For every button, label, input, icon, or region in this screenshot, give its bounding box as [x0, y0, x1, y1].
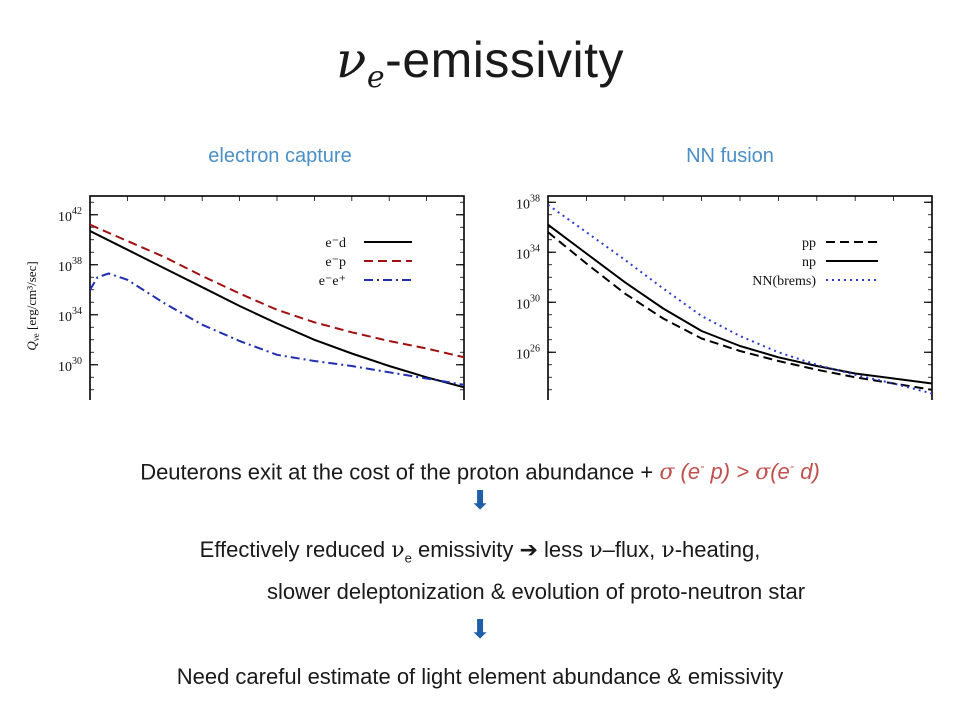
- y-tick-label: 1030: [58, 356, 82, 375]
- y-tick-label: 1026: [516, 343, 540, 362]
- series-line-0: [548, 231, 932, 391]
- plot-frame: [547, 195, 933, 400]
- electron-capture-plot: 1042 1038 1034 1030 Qνe [erg/cm³/sec] e⁻d e⁻p e…: [24, 195, 465, 400]
- y-tick-label: 1038: [516, 193, 540, 212]
- line2-d: –flux,: [602, 537, 662, 562]
- y-tick-label: 1042: [58, 206, 82, 225]
- legend-label-0: e⁻d: [325, 236, 346, 251]
- sigma-symbol-2: σ: [755, 460, 771, 486]
- electron-capture-label: electron capture: [208, 145, 352, 167]
- line2-nu3: ν: [661, 538, 675, 563]
- title-text: -emissivity: [385, 32, 624, 88]
- series-line-0: [90, 230, 464, 389]
- ep-superscript: -: [700, 459, 705, 474]
- nn-fusion-chart: 1038 1034 1030 1026 pp np NN(brems): [496, 190, 946, 400]
- right-arrow-icon: ➔: [519, 538, 538, 563]
- sigma-ep-expression: σ (e- p) >: [659, 459, 756, 486]
- legend-label-1: np: [802, 255, 816, 270]
- deleptonization-text-line: slower deleptonization & evolution of pr…: [266, 579, 806, 604]
- y-axis-label: Qνe [erg/cm³/sec]: [24, 261, 41, 350]
- title-nu-symbol: ν: [336, 31, 367, 89]
- emissivity-text-line: Effectively reduced νe emissivity ➔ less…: [0, 535, 960, 573]
- nn-fusion-label: NN fusion: [686, 145, 774, 167]
- legend-label-0: pp: [802, 236, 816, 251]
- ed-superscript: -: [789, 459, 795, 474]
- line2-nu: ν: [391, 538, 405, 563]
- legend-label-2: NN(brems): [752, 274, 816, 289]
- sigma-symbol-1: σ: [659, 460, 675, 486]
- nn-fusion-plot: 1038 1034 1030 1026 pp np NN(brems): [516, 193, 933, 400]
- down-arrow-icon-2: ⬇: [469, 614, 491, 644]
- line2-nu2: ν: [589, 538, 603, 563]
- y-tick-label: 1034: [516, 243, 540, 262]
- line2-c: less: [537, 537, 590, 562]
- electron-capture-chart: 1042 1038 1034 1030 Qνe [erg/cm³/sec] e⁻d e⁻p e…: [14, 190, 470, 400]
- sigma-ed-expression: σ(e- d): [755, 459, 820, 486]
- line2-a: Effectively reduced: [199, 537, 392, 562]
- series-line-1: [90, 223, 464, 359]
- line1-prefix: Deuterons exit at the cost of the proton…: [140, 459, 660, 485]
- deuteron-text-line: Deuterons exit at the cost of the proton…: [0, 452, 960, 488]
- y-tick-label: 1038: [58, 256, 82, 275]
- series-line-2: [548, 203, 932, 395]
- ed-part-b: d): [794, 459, 820, 485]
- legend-label-2: e⁻e⁺: [319, 274, 346, 289]
- down-arrow-icon: ⬇: [469, 485, 491, 515]
- line2-b: emissivity: [411, 537, 520, 562]
- legend-label-1: e⁻p: [325, 255, 346, 270]
- plot-frame: [89, 195, 465, 400]
- y-tick-label: 1034: [58, 306, 82, 325]
- ep-part-b: p) >: [704, 459, 756, 485]
- y-axis-label-text: Qνe [erg/cm³/sec]: [24, 261, 41, 350]
- ed-part-a: (e: [770, 459, 790, 485]
- series-line-2: [90, 272, 464, 386]
- ep-part-a: (e: [674, 459, 701, 485]
- y-tick-label: 1030: [516, 293, 540, 312]
- conclusion-text-line: Need careful estimate of light element a…: [176, 664, 784, 689]
- series-line-1: [548, 223, 932, 385]
- title-subscript: e: [366, 60, 386, 95]
- line2-nu-sub: e: [404, 550, 412, 566]
- line2-e2: -heating,: [674, 537, 761, 562]
- slide-title: νe-emissivity: [0, 20, 960, 118]
